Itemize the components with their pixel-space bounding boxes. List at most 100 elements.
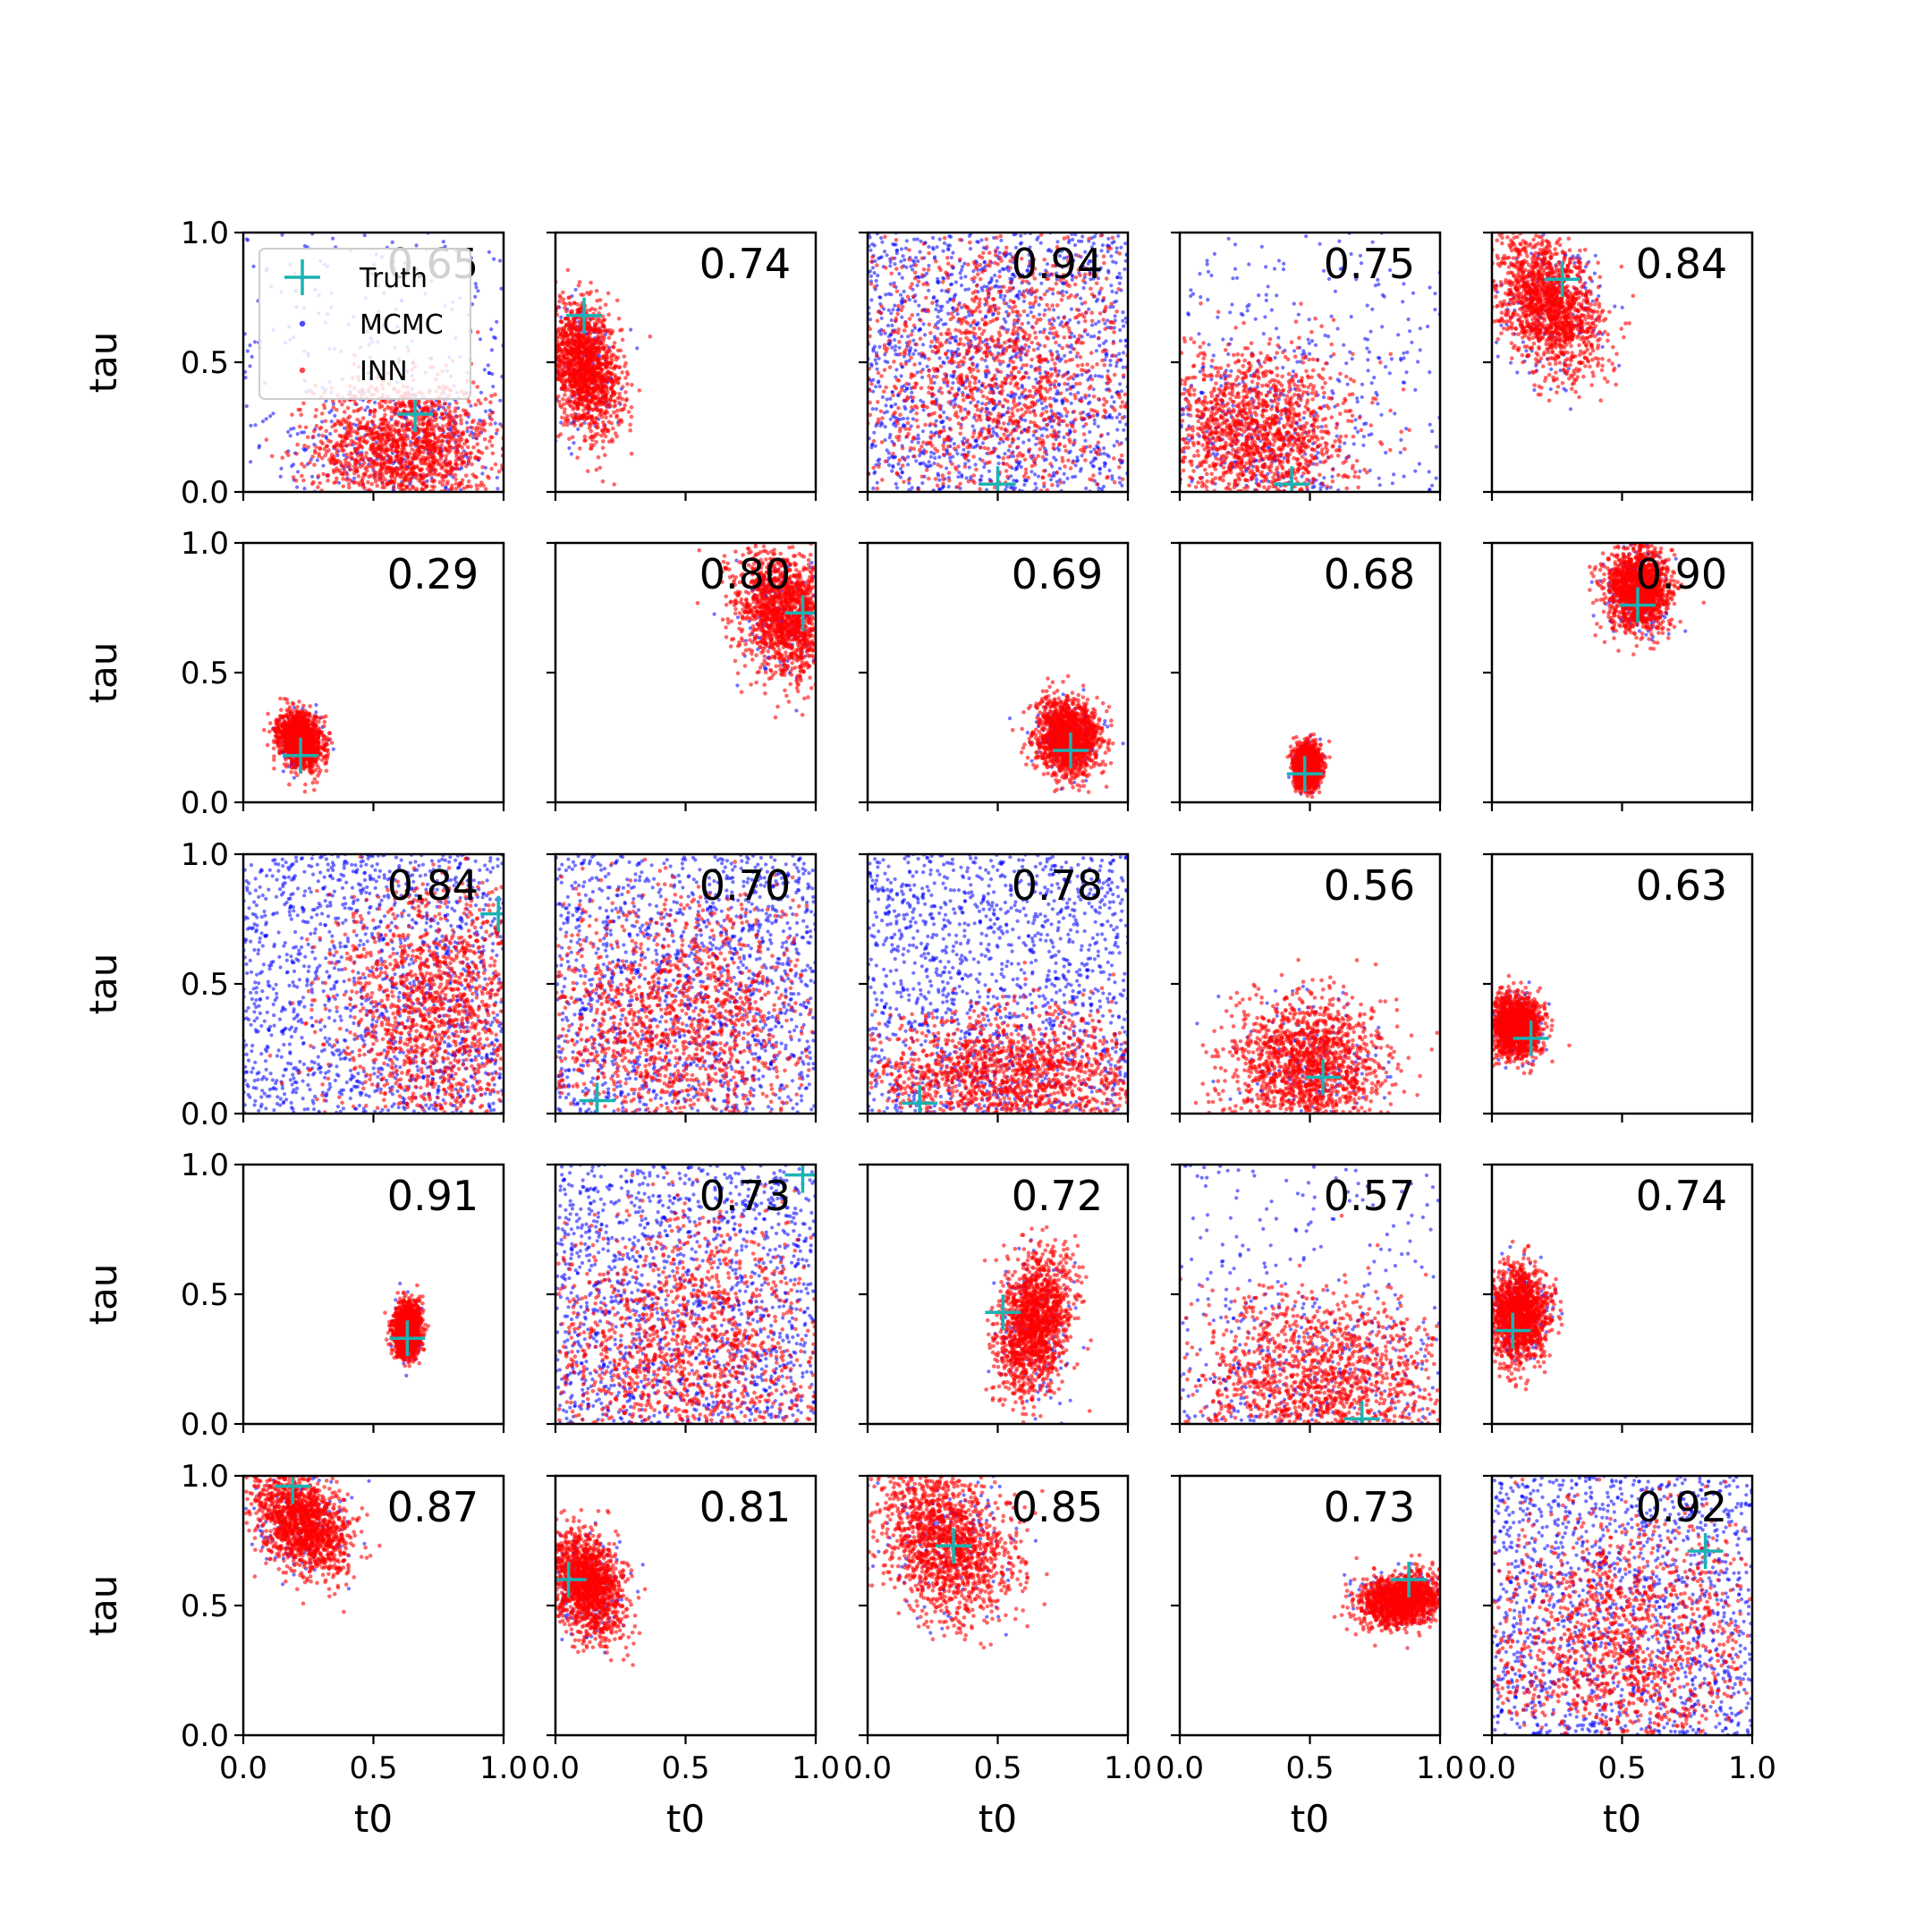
inn-point <box>626 410 631 414</box>
mcmc-point <box>929 450 934 454</box>
mcmc-point <box>885 448 889 453</box>
inn-point <box>1050 303 1055 308</box>
inn-point <box>322 405 327 411</box>
inn-point <box>613 373 617 377</box>
inn-point <box>1060 374 1065 379</box>
mcmc-point <box>1118 327 1123 333</box>
inn-point <box>588 371 593 377</box>
inn-point <box>445 481 450 487</box>
inn-point <box>402 436 406 441</box>
inn-point <box>342 410 347 414</box>
inn-point <box>875 486 879 491</box>
inn-point <box>556 326 562 331</box>
inn-point <box>584 397 589 402</box>
inn-point <box>359 406 363 411</box>
inn-point <box>623 402 627 408</box>
inn-point <box>393 459 398 463</box>
inn-point <box>487 476 491 480</box>
inn-point <box>440 473 445 479</box>
inn-point <box>616 400 622 405</box>
inn-point <box>394 405 398 410</box>
mcmc-point <box>907 298 911 302</box>
inn-point <box>606 335 612 341</box>
inn-point <box>313 450 318 455</box>
inn-point <box>1055 470 1060 475</box>
mcmc-point <box>1089 245 1094 250</box>
mcmc-point <box>1010 355 1014 360</box>
mcmc-point <box>900 470 904 475</box>
mcmc-point <box>971 445 976 450</box>
mcmc-point <box>919 239 923 243</box>
mcmc-point <box>1025 313 1030 318</box>
inn-point <box>604 388 609 393</box>
inn-point <box>353 447 358 452</box>
mcmc-point <box>1062 256 1066 260</box>
inn-point <box>907 427 911 432</box>
mcmc-point <box>1055 483 1060 488</box>
inn-point <box>386 404 390 410</box>
inn-point <box>299 412 304 418</box>
mcmc-point <box>948 283 953 287</box>
inn-point <box>932 422 936 427</box>
mcmc-point <box>1111 304 1115 309</box>
mcmc-point <box>1064 387 1069 392</box>
inn-point <box>588 352 593 357</box>
inn-point <box>468 451 472 456</box>
mcmc-point <box>1013 294 1018 299</box>
mcmc-point <box>1096 424 1100 428</box>
mcmc-point <box>942 241 947 245</box>
mcmc-point <box>918 326 922 332</box>
inn-point <box>394 467 399 471</box>
mcmc-point <box>1114 260 1118 265</box>
inn-point <box>600 428 605 434</box>
inn-point <box>629 414 634 419</box>
inn-point <box>347 485 352 490</box>
inn-point <box>411 435 416 440</box>
mcmc-point <box>1097 466 1102 471</box>
inn-point <box>328 439 334 445</box>
inn-point <box>444 457 448 462</box>
mcmc-point <box>1041 406 1046 411</box>
inn-point <box>921 242 927 246</box>
inn-point <box>570 365 575 370</box>
inn-point <box>369 410 373 414</box>
inn-point <box>340 448 345 453</box>
inn-point <box>953 327 958 333</box>
inn-point <box>958 337 963 342</box>
mcmc-point <box>894 352 898 357</box>
inn-point <box>311 434 316 439</box>
mcmc-point <box>1052 253 1057 258</box>
inn-point <box>431 463 436 468</box>
inn-point <box>586 391 591 395</box>
mcmc-point <box>874 407 878 411</box>
inn-point <box>408 398 412 403</box>
inn-point <box>585 411 590 416</box>
inn-point <box>416 402 420 407</box>
inn-point <box>329 453 335 457</box>
inn-point <box>576 351 580 355</box>
mcmc-point <box>939 308 944 312</box>
mcmc-point <box>871 486 876 491</box>
inn-point <box>305 435 310 440</box>
mcmc-point <box>476 289 480 293</box>
mcmc-point <box>941 275 945 280</box>
inn-point <box>332 458 336 462</box>
mcmc-point <box>899 374 903 378</box>
mcmc-point <box>959 275 963 280</box>
inn-point <box>399 456 404 462</box>
inn-point <box>600 389 606 394</box>
mcmc-point <box>910 390 914 394</box>
inn-point <box>883 459 888 463</box>
mcmc-point <box>1108 363 1113 368</box>
inn-point <box>437 450 442 455</box>
inn-point <box>475 442 479 446</box>
inn-point <box>614 415 619 419</box>
inn-point <box>606 291 611 296</box>
mcmc-point <box>909 424 913 428</box>
inn-point <box>594 425 599 430</box>
mcmc-point <box>893 415 897 419</box>
inn-point <box>1062 236 1067 241</box>
mcmc-point <box>257 444 261 448</box>
inn-point <box>1004 330 1009 335</box>
inn-point <box>1085 362 1089 367</box>
